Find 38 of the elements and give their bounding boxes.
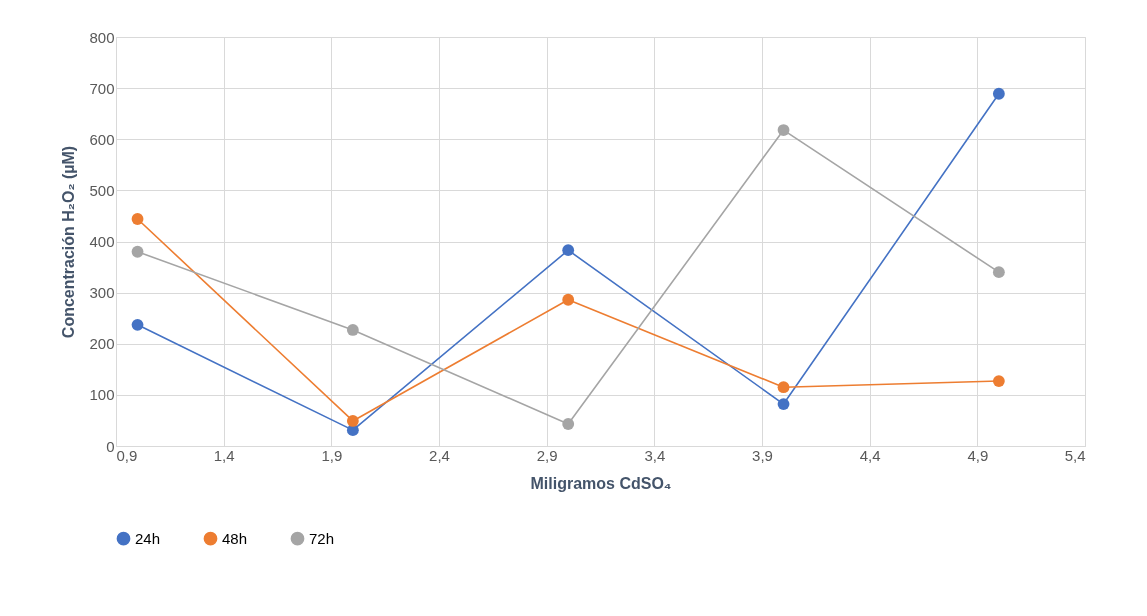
- point: [346, 324, 359, 336]
- y-tick-label: 300: [89, 284, 115, 302]
- point: [777, 398, 790, 410]
- x-tick-label: 3,4: [644, 446, 666, 464]
- x-tick-label: 1,4: [213, 446, 235, 464]
- x-axis-title: Miligramos CdSO₄: [530, 474, 672, 492]
- point: [992, 87, 1005, 100]
- x-tick-label: 5,4: [1064, 446, 1086, 464]
- point: [777, 381, 790, 394]
- x-tick-label: 4,4: [859, 446, 881, 464]
- point: [131, 245, 144, 258]
- x-tick-label: 2,4: [429, 446, 450, 464]
- point: [992, 375, 1005, 387]
- point: [562, 418, 575, 430]
- y-tick-label: 600: [89, 130, 115, 148]
- point: [777, 124, 790, 136]
- x-tick-label: 4,9: [967, 446, 989, 464]
- y-tick-label: 700: [89, 79, 115, 97]
- legend-label: 24h: [135, 529, 161, 547]
- y-tick-label: 800: [89, 28, 115, 46]
- point: [562, 293, 575, 306]
- y-tick-label: 500: [89, 181, 115, 199]
- y-axis-title: Concentración H₂O₂ (µM): [60, 145, 78, 339]
- x-tick-label: 2,9: [536, 446, 558, 464]
- point: [992, 266, 1005, 279]
- y-tick-label: 0: [106, 437, 115, 455]
- x-tick-label: 0,9: [116, 446, 138, 464]
- legend-label: 72h: [309, 529, 335, 547]
- point: [346, 415, 359, 427]
- legend-label: 48h: [222, 529, 248, 547]
- y-tick-label: 400: [89, 233, 115, 250]
- point: [562, 244, 575, 257]
- x-tick-label: 3,9: [752, 446, 773, 464]
- x-tick-label: 1,9: [321, 446, 343, 464]
- y-tick-label: 200: [89, 335, 115, 353]
- point: [131, 213, 144, 225]
- point: [131, 318, 144, 331]
- y-tick-label: 100: [89, 386, 115, 404]
